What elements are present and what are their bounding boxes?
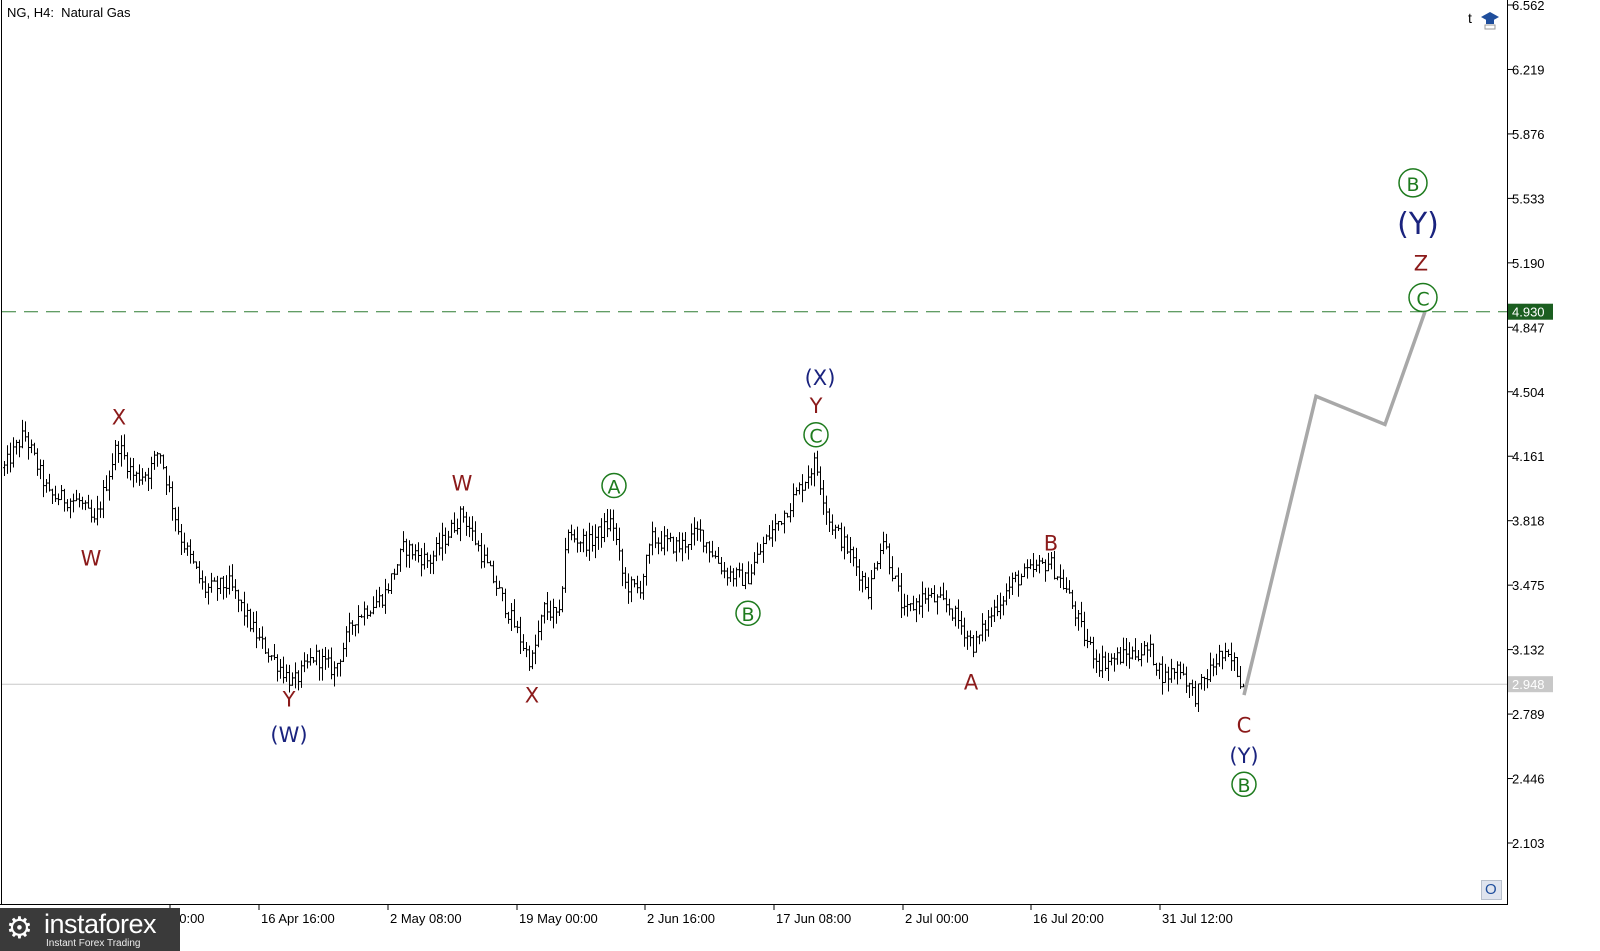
y-tick-label: 3.475 — [1512, 578, 1545, 593]
wave-label-minor: Y — [809, 394, 823, 418]
y-tick-label: 6.219 — [1512, 62, 1545, 77]
y-tick-label: 3.818 — [1512, 514, 1545, 529]
gear-icon: ⚙ — [6, 912, 33, 945]
wave-label-primary: B — [1406, 174, 1419, 196]
wave-label-intermediate: (Y) — [1397, 207, 1439, 242]
tool-text-glyph: t — [1468, 10, 1472, 26]
x-axis: 00:00 16 Apr 16:00 2 May 08:00 19 May 00:00… — [169, 905, 1233, 926]
projection-line — [1242, 311, 1427, 696]
y-tick-label: 2.103 — [1512, 836, 1545, 851]
wave-label-intermediate: (X) — [805, 366, 836, 390]
y-tick-label: 6.562 — [1512, 0, 1545, 13]
x-tick-label: 2 Jun 16:00 — [647, 911, 715, 926]
wave-label-minor: Z — [1414, 251, 1428, 275]
y-axis: 6.562 6.219 5.876 5.533 5.190 4.847 4.504 4.161… — [1507, 0, 1545, 851]
current-price-label: 2.948 — [1512, 677, 1545, 692]
x-tick-label: 17 Jun 08:00 — [776, 911, 851, 926]
target-level-label: 4.930 — [1512, 305, 1545, 320]
wave-label-minor: W — [81, 546, 102, 570]
wave-label-circle — [803, 421, 829, 448]
wave-label-intermediate: (W) — [270, 723, 307, 747]
x-tick-label: 31 Jul 12:00 — [1162, 911, 1233, 926]
wave-label-minor: C — [1237, 714, 1252, 738]
x-tick-label: 16 Apr 16:00 — [261, 911, 335, 926]
x-tick-label: 19 May 00:00 — [519, 911, 598, 926]
x-tick-label: 2 May 08:00 — [390, 911, 462, 926]
logo-brand-name: instaforex — [44, 909, 157, 939]
y-tick-label: 4.504 — [1512, 385, 1545, 400]
y-tick-label: 2.789 — [1512, 707, 1545, 722]
y-tick-label: 3.132 — [1512, 643, 1545, 658]
wave-label-minor: Y — [282, 687, 296, 711]
wave-label-minor: W — [452, 471, 473, 495]
y-tick-label: 2.446 — [1512, 772, 1545, 787]
wave-label-primary: C — [809, 426, 822, 448]
wave-label-minor: X — [525, 684, 539, 708]
y-tick-label: 5.876 — [1512, 127, 1545, 142]
wave-label-primary: C — [1416, 288, 1429, 310]
plot-frame — [0, 0, 1508, 905]
current-price-badge — [1508, 676, 1553, 693]
y-tick-label: 4.847 — [1512, 320, 1545, 335]
wave-label-primary: B — [1237, 775, 1250, 797]
corner-button[interactable]: O — [1481, 880, 1502, 900]
wave-label-primary: A — [608, 476, 621, 498]
logo-tagline: Instant Forex Trading — [46, 938, 141, 949]
y-tick-label: 5.190 — [1512, 256, 1545, 271]
y-tick-label: 4.161 — [1512, 449, 1545, 464]
x-tick-label: 2 Jul 00:00 — [905, 911, 969, 926]
chart-tool-button[interactable]: t — [1466, 8, 1502, 44]
wave-label-primary: B — [741, 604, 754, 626]
instaforex-logo: ⚙ instaforex Instant Forex Trading — [0, 908, 180, 951]
x-tick-label: 00:00 — [172, 911, 205, 926]
wave-label-circle — [601, 472, 627, 499]
wave-label-minor: X — [112, 406, 126, 430]
wave-label-circle — [1398, 168, 1428, 198]
target-level-badge — [1508, 303, 1553, 320]
wave-label-circle — [1408, 282, 1438, 313]
wave-label-minor: A — [964, 671, 979, 695]
ohlc-bars — [3, 419, 1245, 713]
graduation-cap-icon — [1481, 12, 1499, 30]
wave-label-circle — [1231, 771, 1257, 798]
price-levels: 4.930 2.948 — [2, 303, 1553, 693]
x-tick-label: 16 Jul 20:00 — [1033, 911, 1104, 926]
wave-label-minor: B — [1044, 531, 1058, 555]
wave-label-circle — [735, 600, 761, 627]
y-tick-label: 5.533 — [1512, 191, 1545, 206]
corner-button-glyph: O — [1485, 881, 1497, 898]
symbol-header: NG, H4: Natural Gas — [7, 5, 131, 20]
projection-path — [1242, 311, 1427, 696]
wave-label-intermediate: (Y) — [1229, 744, 1258, 768]
